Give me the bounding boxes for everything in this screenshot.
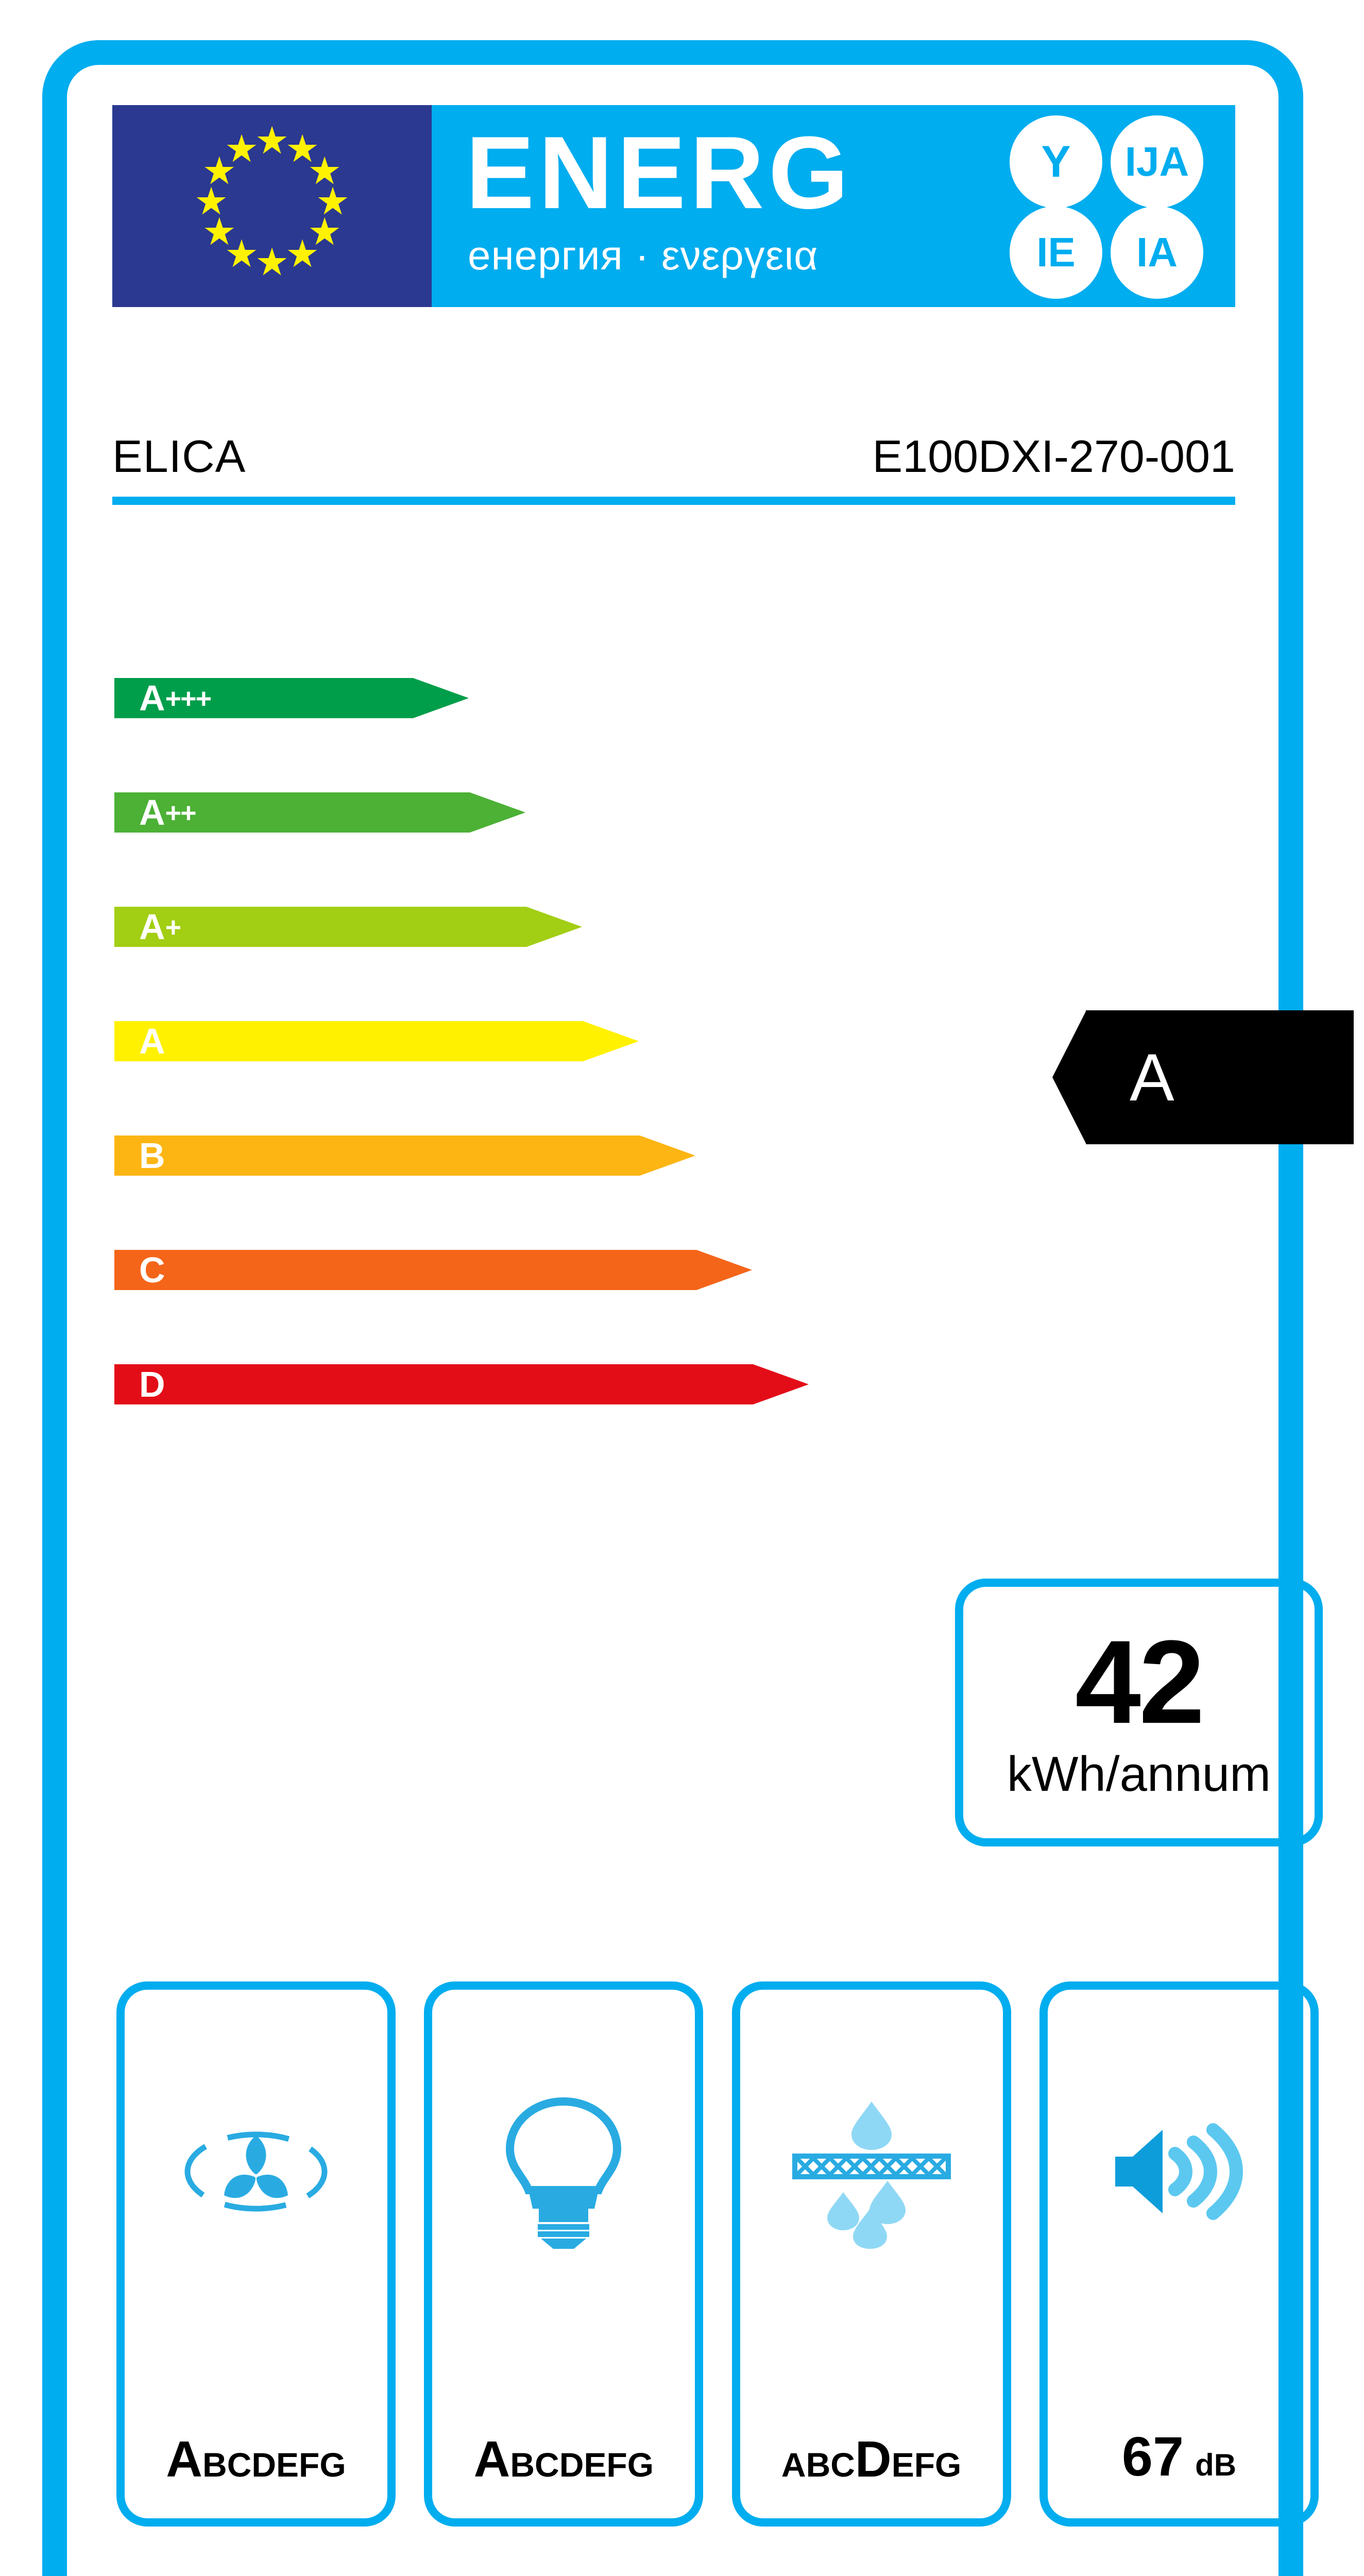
arrow-head: [753, 1364, 809, 1404]
energy-class-bar-a: A: [114, 1021, 639, 1061]
lang-circle-ia: IA: [1111, 206, 1203, 299]
caption-rest-letters: BCDEFG: [510, 2446, 654, 2484]
energy-class-bar-aplus: A+: [114, 907, 582, 947]
energy-class-label: A+: [139, 907, 182, 947]
language-circles: Y IJA IE IA: [1010, 115, 1224, 299]
brand-model-row: ELICA E100DXI-270-001: [112, 426, 1235, 487]
energy-class-bar-c: C: [114, 1250, 752, 1290]
lang-circle-y: Y: [1010, 115, 1102, 208]
rating-arrow: A: [1052, 1010, 1354, 1144]
caption-rest-letters: EFG: [891, 2446, 962, 2484]
annual-consumption-unit: kWh/annum: [1007, 1747, 1271, 1802]
model-identifier: E100DXI-270-001: [872, 431, 1235, 482]
energy-class-label: A++: [139, 792, 197, 833]
metric-caption-lighting: ABCDEFG: [432, 2434, 695, 2484]
arrow-head: [583, 1021, 639, 1061]
arrow-head: [640, 1136, 695, 1176]
arrow-head: [526, 907, 582, 947]
label-inner-area: ★ ★ ★ ★ ★ ★ ★ ★ ★ ★ ★ ★ ENERG енергия · ενεργεια Y …: [67, 65, 1354, 2576]
lang-circle-ija: IJA: [1111, 115, 1203, 208]
arrow-head: [470, 792, 525, 833]
header-banner: ★ ★ ★ ★ ★ ★ ★ ★ ★ ★ ★ ★ ENERG енергия · ενεργεια Y …: [112, 105, 1235, 307]
caption-prefix-letters: ABC: [781, 2446, 855, 2484]
metric-box-lighting-efficiency: ABCDEFG: [424, 1981, 704, 2527]
arrow-body: [114, 792, 470, 833]
energy-label-frame: ★ ★ ★ ★ ★ ★ ★ ★ ★ ★ ★ ★ ENERG енергия · ενεργεια Y …: [42, 40, 1354, 2576]
noise-unit: dB: [1195, 2448, 1237, 2482]
rating-class-letter: A: [1130, 1040, 1174, 1115]
arrow-body: [114, 907, 526, 947]
lightbulb-icon: [432, 2050, 695, 2293]
energy-class-bar-aplusplus: A++: [114, 792, 525, 833]
metric-caption-grease: ABCDEFG: [740, 2434, 1003, 2484]
energy-class-scale: A+++ A++ A+ A B C D: [114, 678, 1237, 1482]
arrow-body: [114, 1250, 696, 1290]
eu-flag: ★ ★ ★ ★ ★ ★ ★ ★ ★ ★ ★ ★: [112, 105, 432, 307]
energy-class-bar-b: B: [114, 1136, 695, 1176]
arrow-head: [413, 678, 469, 718]
energ-wordmark: ENERG: [466, 115, 853, 230]
arrow-body: [114, 1364, 753, 1404]
caption-rated-letter: A: [166, 2431, 203, 2487]
arrow-body: [114, 678, 413, 718]
arrow-head: [696, 1250, 752, 1290]
arrow-body: [114, 1021, 583, 1061]
energy-class-plus: ++: [165, 798, 197, 828]
brand-divider-rule: [112, 497, 1235, 505]
metric-box-fluid-dynamic-efficiency: ABCDEFG: [116, 1981, 396, 2527]
energy-class-label: B: [139, 1136, 165, 1176]
annual-consumption-value: 42: [1075, 1615, 1205, 1748]
caption-rated-letter: D: [855, 2431, 892, 2487]
energy-class-bar-d: D: [114, 1364, 809, 1404]
energ-subtitle: енергия · ενεργεια: [468, 232, 819, 278]
energy-class-label: A+++: [139, 678, 212, 718]
fan-icon: [125, 2050, 387, 2293]
energy-class-label: D: [139, 1364, 165, 1404]
lang-circle-ie: IE: [1010, 206, 1102, 299]
energy-class-plus: +: [165, 912, 182, 943]
energy-class-plus: +++: [165, 683, 212, 714]
metric-box-noise-level: 67 dB: [1039, 1981, 1319, 2527]
energy-class-label: C: [139, 1250, 165, 1290]
energy-class-bar-aplusplusplus: A+++: [114, 678, 469, 718]
metric-box-grease-filtering-efficiency: ABCDEFG: [731, 1981, 1011, 2527]
metric-caption-noise: 67 dB: [1048, 2429, 1310, 2484]
metric-boxes-row: ABCDEFG ABCDEFG: [116, 1981, 1319, 2527]
rating-arrow-point: [1052, 1010, 1086, 1144]
rating-arrow-body: [1086, 1010, 1354, 1144]
metric-caption-fluid-dynamic: ABCDEFG: [125, 2434, 387, 2484]
brand-name: ELICA: [112, 431, 246, 482]
noise-value: 67: [1121, 2425, 1184, 2487]
caption-rest-letters: BCDEFG: [202, 2446, 346, 2484]
grease-filter-icon: [740, 2050, 1003, 2293]
sound-icon: [1048, 2050, 1310, 2293]
caption-rated-letter: A: [473, 2431, 510, 2487]
arrow-body: [114, 1136, 640, 1176]
energy-class-label: A: [139, 1021, 165, 1061]
energ-banner: ENERG енергия · ενεργεια Y IJA IE IA: [432, 105, 1235, 307]
annual-consumption-box: 42 kWh/annum: [955, 1579, 1323, 1846]
